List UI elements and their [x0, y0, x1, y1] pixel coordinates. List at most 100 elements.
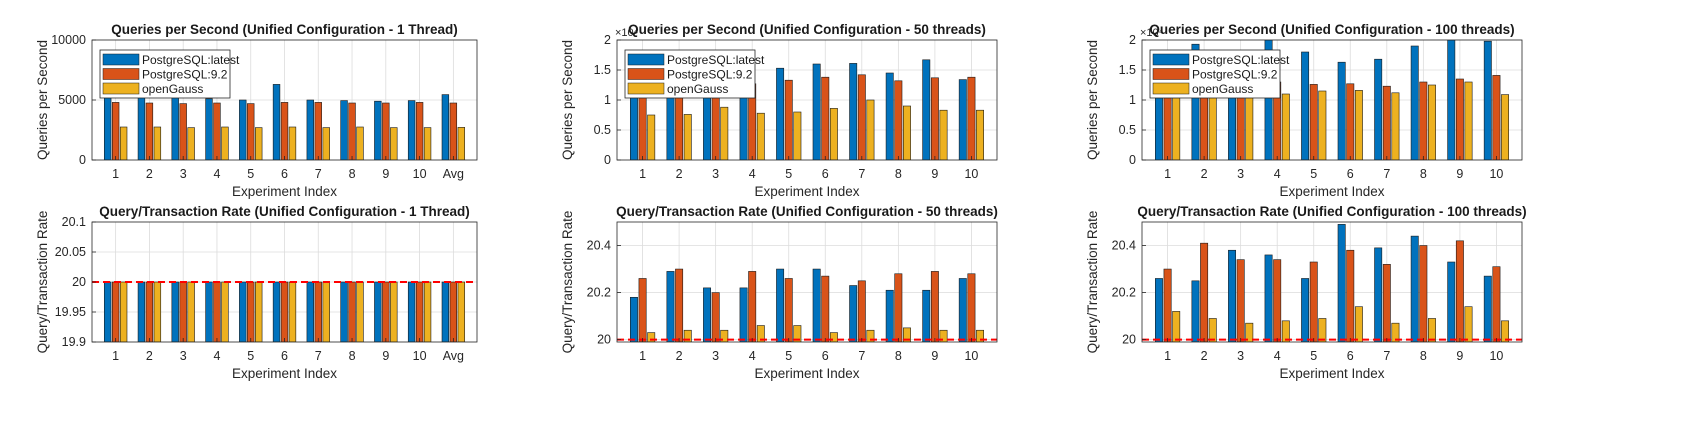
legend-swatch-2 [102, 68, 140, 80]
x-tick-label: 5 [247, 349, 254, 363]
x-tick-label: 3 [712, 349, 719, 363]
bar-2-3 [711, 292, 720, 342]
bar-3-6 [1354, 306, 1363, 342]
legend-label: openGauss [667, 82, 728, 96]
x-tick-label: 1 [1164, 349, 1171, 363]
bar-1-6 [272, 281, 281, 342]
bar-2-9 [1455, 240, 1464, 342]
x-tick-label: 2 [146, 349, 153, 363]
x-tick-label: 7 [315, 349, 322, 363]
bar-3-1 [1172, 93, 1181, 160]
chart-title: Query/Transaction Rate (Unified Configur… [99, 204, 470, 219]
bar-2-8 [348, 102, 356, 160]
bar-3-3 [187, 127, 195, 160]
y-axis-label: Query/Transaction Rate [35, 211, 50, 354]
y-tick-label: 20.4 [1112, 239, 1136, 253]
x-tick-label: 3 [712, 167, 719, 181]
bars [1155, 224, 1510, 342]
chart-title: Query/Transaction Rate (Unified Configur… [616, 204, 998, 219]
bar-3-5 [793, 111, 802, 160]
bar-3-7 [322, 127, 330, 160]
x-tick-label: 4 [1274, 349, 1281, 363]
y-tick-label: 0 [604, 153, 611, 167]
bar-3-9 [390, 281, 398, 342]
legend-label: PostgreSQL:latest [667, 53, 765, 67]
x-tick-label: 7 [315, 167, 322, 181]
legend-label: PostgreSQL:9.2 [142, 68, 228, 82]
bar-1-4 [1264, 40, 1273, 160]
bar-2-2 [145, 281, 154, 342]
bar-1-5 [776, 268, 785, 342]
bar-3-8 [1428, 318, 1436, 342]
y-tick-label: 19.95 [55, 305, 86, 319]
bar-2-8 [894, 80, 903, 160]
bar-2-7 [857, 74, 866, 160]
bar-1-7 [306, 99, 314, 160]
bar-3-7 [1391, 92, 1400, 160]
bar-1-2 [137, 281, 146, 342]
bar-3-8 [903, 105, 911, 160]
y-tick-label: 0.5 [1119, 123, 1136, 137]
bars [629, 58, 985, 160]
bar-2-9 [930, 77, 939, 160]
bar-3-10 [976, 109, 985, 160]
bar-2-4 [748, 271, 757, 342]
bar-1-8 [340, 281, 348, 342]
bar-3-8 [903, 327, 911, 342]
y-exponent: ×10⁴ [615, 27, 639, 39]
bar-3-7 [1391, 322, 1400, 342]
x-tick-label: 5 [785, 349, 792, 363]
y-tick-label: 1 [1129, 93, 1136, 107]
x-tick-label: 6 [281, 349, 288, 363]
x-tick-label: 4 [213, 167, 220, 181]
bar-3-3 [187, 281, 195, 342]
bar-2-8 [1419, 81, 1428, 160]
bar-3-4 [756, 112, 765, 160]
x-tick-label: 3 [180, 167, 187, 181]
x-tick-label: 8 [1420, 349, 1427, 363]
bar-3-1 [1172, 311, 1181, 342]
x-tick-label: 6 [1347, 349, 1354, 363]
bar-1-7 [849, 63, 858, 160]
bar-2-2 [145, 102, 154, 160]
bar-2-4 [213, 102, 221, 160]
bar-1-6 [1337, 61, 1346, 160]
x-tick-label: 10 [1489, 349, 1503, 363]
x-tick-label: 5 [785, 167, 792, 181]
bar-3-5 [793, 325, 802, 342]
bar-1-9 [1447, 40, 1456, 160]
x-tick-label: 5 [247, 167, 254, 181]
x-tick-label: 3 [180, 349, 187, 363]
bars [103, 61, 466, 160]
bar-3-1 [119, 281, 128, 342]
bar-2-10 [1492, 75, 1501, 160]
x-tick-label: 1 [112, 349, 119, 363]
y-tick-label: 20.2 [1112, 286, 1136, 300]
bar-3-9 [1464, 306, 1473, 342]
x-tick-label: 10 [1489, 167, 1503, 181]
bar-2-8 [1419, 245, 1428, 342]
bar-1-2 [666, 271, 675, 342]
bar-3-4 [221, 281, 229, 342]
x-tick-label: 8 [895, 349, 902, 363]
bar-1-5 [1301, 278, 1310, 342]
bar-1-5 [239, 281, 247, 342]
bar-2-6 [280, 102, 289, 160]
chart-5: 20 20.2 20.4 1 2 3 4 5 6 7 8 9 10 Query/Transaction R… [560, 204, 998, 381]
bar-1-1 [1155, 278, 1163, 342]
bar-3-10 [423, 281, 432, 342]
y-tick-label: 20.1 [62, 215, 86, 229]
legend-label: PostgreSQL:latest [142, 53, 240, 67]
bar-1-7 [849, 285, 858, 342]
legend-label: openGauss [142, 82, 203, 96]
bar-1-9 [922, 289, 931, 342]
legend-swatch-1 [1152, 53, 1190, 66]
x-tick-label: 1 [112, 167, 119, 181]
bar-3-6 [288, 126, 297, 160]
legend-swatch-3 [102, 82, 140, 95]
y-axis-label: Queries per Second [1085, 40, 1100, 160]
bar-3-9 [939, 109, 948, 160]
